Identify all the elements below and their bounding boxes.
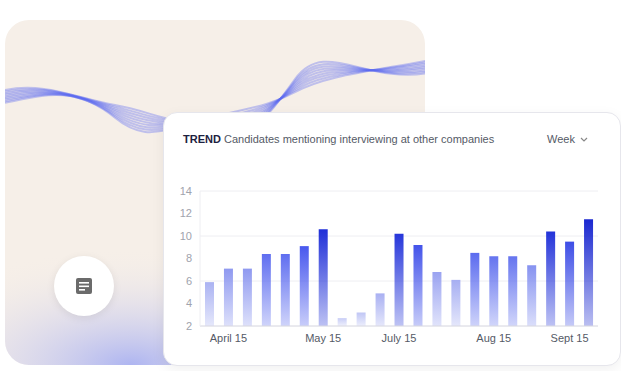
svg-text:July 15: July 15 [382,332,417,344]
svg-text:Aug 15: Aug 15 [476,332,511,344]
svg-text:April 15: April 15 [210,332,247,344]
svg-text:4: 4 [186,297,192,309]
html-text:Week: Week [547,133,575,145]
html-text:TREND Candidates mentioning in: TREND Candidates mentioning interviewing… [183,133,495,145]
svg-text:10: 10 [180,230,192,242]
svg-text:Sept 15: Sept 15 [551,332,589,344]
svg-text:2: 2 [186,320,192,332]
svg-text:6: 6 [186,275,192,287]
svg-text:May 15: May 15 [305,332,341,344]
svg-text:8: 8 [186,252,192,264]
svg-text:12: 12 [180,207,192,219]
svg-text:14: 14 [180,185,192,197]
